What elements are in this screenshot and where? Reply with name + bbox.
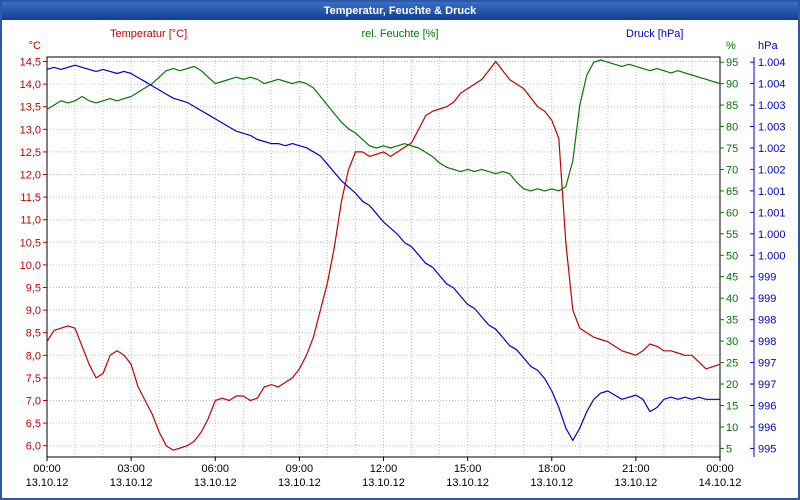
y-axis-humidity: % 95 90 85 80 75 70 65 60 55 50 45 40 35 30 25 20 15 10 5 <box>720 40 738 455</box>
y-tick-label-pressure: 995 <box>758 443 776 455</box>
y-tick-label-pressure: 1.003 <box>758 100 786 112</box>
window-title: Temperatur, Feuchte & Druck <box>323 5 477 17</box>
y-tick-label-humidity: 60 <box>726 207 738 219</box>
x-tick-time: 00:00 <box>33 463 61 475</box>
y-tick-label-temperature: 6,5 <box>26 418 41 430</box>
y-tick-label-humidity: 80 <box>726 122 738 134</box>
x-tick-date: 13.10.12 <box>530 477 573 489</box>
y-tick-label-temperature: 11,0 <box>20 215 41 227</box>
y-tick-label-pressure: 1.002 <box>758 143 786 155</box>
x-tick-time: 09:00 <box>286 463 314 475</box>
y-tick-label-humidity: 5 <box>726 443 732 455</box>
y-tick-label-temperature: 10,5 <box>20 237 41 249</box>
y-tick-label-temperature: 6,0 <box>26 441 41 453</box>
y-tick-label-temperature: 7,5 <box>26 373 41 385</box>
legend-humidity: rel. Feuchte [%] <box>361 28 439 40</box>
x-tick-time: 12:00 <box>370 463 398 475</box>
y-tick-label-humidity: 65 <box>726 186 738 198</box>
y-tick-label-humidity: 85 <box>726 100 738 112</box>
y-tick-label-temperature: 12,5 <box>20 147 41 159</box>
x-tick-time: 06:00 <box>201 463 229 475</box>
y-tick-label-pressure: 1.003 <box>758 122 786 134</box>
x-tick-date: 13.10.12 <box>614 477 657 489</box>
y-tick-label-pressure: 1.004 <box>758 79 786 91</box>
series <box>46 59 721 451</box>
y-tick-label-humidity: 75 <box>726 143 738 155</box>
y-tick-label-pressure: 998 <box>758 336 776 348</box>
series-temperatur-line <box>46 60 721 451</box>
y-tick-label-temperature: 12,0 <box>20 170 41 182</box>
y-tick-label-humidity: 45 <box>726 272 738 284</box>
y-tick-label-pressure: 1.001 <box>758 186 786 198</box>
title-bar: Temperatur, Feuchte & Druck <box>2 2 798 20</box>
legend-temperature: Temperatur [°C] <box>110 28 188 40</box>
y-tick-label-humidity: 50 <box>726 250 738 262</box>
axis-unit-pressure: hPa <box>758 40 778 52</box>
x-tick-date: 13.10.12 <box>194 477 237 489</box>
y-tick-label-humidity: 95 <box>726 57 738 69</box>
axis-unit-temperature: °C <box>29 40 41 52</box>
y-tick-label-temperature: 9,5 <box>26 283 41 295</box>
x-tick-time: 00:00 <box>706 463 734 475</box>
y-tick-label-pressure: 996 <box>758 422 776 434</box>
x-tick-time: 21:00 <box>622 463 650 475</box>
y-tick-label-temperature: 10,0 <box>20 260 41 272</box>
y-tick-label-pressure: 998 <box>758 315 776 327</box>
legend-pressure: Druck [hPa] <box>626 28 684 40</box>
y-tick-label-humidity: 55 <box>726 229 738 241</box>
y-tick-label-pressure: 1.001 <box>758 207 786 219</box>
y-tick-label-humidity: 10 <box>726 422 738 434</box>
y-tick-label-pressure: 999 <box>758 293 776 305</box>
y-tick-label-humidity: 30 <box>726 336 738 348</box>
y-tick-label-humidity: 35 <box>726 315 738 327</box>
y-tick-label-temperature: 7,0 <box>26 396 41 408</box>
y-tick-label-humidity: 40 <box>726 293 738 305</box>
series-druck-line <box>46 64 721 442</box>
y-tick-label-humidity: 25 <box>726 358 738 370</box>
x-tick-time: 18:00 <box>538 463 566 475</box>
gridlines <box>47 57 720 457</box>
y-tick-label-pressure: 1.004 <box>758 57 786 69</box>
y-tick-label-temperature: 9,0 <box>26 305 41 317</box>
x-tick-date: 13.10.12 <box>110 477 153 489</box>
y-tick-label-humidity: 15 <box>726 400 738 412</box>
x-axis: 00:00 13.10.12 03:00 13.10.12 06:00 13.10.12 0… <box>26 457 742 489</box>
y-tick-label-temperature: 13,5 <box>20 102 41 114</box>
y-tick-label-pressure: 1.000 <box>758 229 786 241</box>
series-rel-feuchte-line <box>46 59 721 192</box>
x-tick-date: 13.10.12 <box>278 477 321 489</box>
x-tick-time: 03:00 <box>117 463 145 475</box>
y-tick-label-pressure: 1.002 <box>758 164 786 176</box>
y-tick-label-humidity: 70 <box>726 164 738 176</box>
y-axis-pressure: hPa 1.004 1.004 1.003 1.003 1.002 1.002 1.001 1.… <box>750 40 786 457</box>
y-tick-label-temperature: 14,0 <box>20 79 41 91</box>
y-tick-label-temperature: 8,0 <box>26 350 41 362</box>
x-tick-date: 13.10.12 <box>362 477 405 489</box>
y-tick-label-pressure: 996 <box>758 400 776 412</box>
axis-unit-humidity: % <box>726 40 736 52</box>
x-tick-date: 14.10.12 <box>699 477 742 489</box>
y-tick-label-pressure: 999 <box>758 272 776 284</box>
y-tick-label-pressure: 997 <box>758 379 776 391</box>
x-tick-date: 13.10.12 <box>26 477 69 489</box>
x-tick-date: 13.10.12 <box>446 477 489 489</box>
y-tick-label-temperature: 14,5 <box>20 57 41 69</box>
x-tick-time: 15:00 <box>454 463 482 475</box>
y-tick-label-pressure: 997 <box>758 358 776 370</box>
y-axis-temperature: °C 14,5 14,0 13,5 13,0 12,5 12,0 11,5 11,0 10,5 10… <box>20 40 47 453</box>
y-tick-label-pressure: 1.000 <box>758 250 786 262</box>
y-tick-label-temperature: 11,5 <box>20 192 41 204</box>
y-tick-label-humidity: 90 <box>726 79 738 91</box>
y-tick-label-temperature: 8,5 <box>26 328 41 340</box>
y-tick-label-temperature: 13,0 <box>20 124 41 136</box>
y-tick-label-humidity: 20 <box>726 379 738 391</box>
